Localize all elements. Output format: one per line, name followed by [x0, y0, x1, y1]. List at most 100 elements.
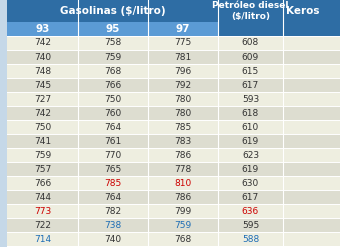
Bar: [7, 176, 78, 190]
Text: 593: 593: [242, 95, 259, 103]
Text: 785: 785: [104, 179, 122, 187]
Bar: [218, 120, 283, 134]
Bar: [78, 106, 148, 120]
Text: 759: 759: [174, 221, 192, 229]
Bar: [7, 190, 78, 204]
Bar: [7, 120, 78, 134]
Bar: [218, 148, 283, 162]
Text: 768: 768: [174, 234, 192, 244]
Bar: [218, 232, 283, 246]
Bar: [148, 148, 218, 162]
Text: 742: 742: [34, 39, 51, 47]
Bar: [218, 134, 283, 148]
Text: 796: 796: [174, 66, 192, 76]
Bar: [148, 162, 218, 176]
Text: 740: 740: [104, 234, 122, 244]
Text: 750: 750: [104, 95, 122, 103]
Text: 744: 744: [34, 192, 51, 202]
Bar: [283, 92, 340, 106]
Bar: [148, 50, 218, 64]
Bar: [78, 218, 148, 232]
Bar: [283, 50, 340, 64]
Text: 781: 781: [174, 53, 192, 62]
Bar: [283, 120, 340, 134]
Bar: [148, 176, 218, 190]
Bar: [283, 106, 340, 120]
Bar: [283, 204, 340, 218]
Bar: [148, 190, 218, 204]
Bar: [148, 120, 218, 134]
Text: 727: 727: [34, 95, 51, 103]
Bar: [218, 176, 283, 190]
Bar: [283, 0, 340, 22]
Text: 785: 785: [174, 123, 192, 131]
Text: 764: 764: [104, 192, 122, 202]
Text: 810: 810: [174, 179, 192, 187]
Text: 775: 775: [174, 39, 192, 47]
Text: 780: 780: [174, 95, 192, 103]
Text: 93: 93: [35, 24, 50, 34]
Bar: [78, 50, 148, 64]
Bar: [148, 78, 218, 92]
Bar: [7, 92, 78, 106]
Bar: [78, 148, 148, 162]
Bar: [78, 78, 148, 92]
Text: 608: 608: [242, 39, 259, 47]
Bar: [78, 134, 148, 148]
Bar: [148, 218, 218, 232]
Bar: [283, 176, 340, 190]
Text: 741: 741: [34, 137, 51, 145]
Bar: [78, 36, 148, 50]
Bar: [218, 36, 283, 50]
Bar: [78, 190, 148, 204]
Bar: [7, 36, 78, 50]
Bar: [7, 22, 78, 36]
Bar: [218, 204, 283, 218]
Bar: [7, 0, 218, 22]
Bar: [7, 50, 78, 64]
Bar: [78, 232, 148, 246]
Bar: [78, 120, 148, 134]
Bar: [78, 92, 148, 106]
Text: 588: 588: [242, 234, 259, 244]
Text: 786: 786: [174, 150, 192, 160]
Bar: [7, 162, 78, 176]
Text: 759: 759: [104, 53, 122, 62]
Bar: [283, 36, 340, 50]
Bar: [78, 22, 148, 36]
Text: 766: 766: [104, 81, 122, 89]
Text: 757: 757: [34, 165, 51, 173]
Text: 745: 745: [34, 81, 51, 89]
Text: 760: 760: [104, 108, 122, 118]
Bar: [7, 204, 78, 218]
Bar: [78, 176, 148, 190]
Bar: [283, 64, 340, 78]
Text: 610: 610: [242, 123, 259, 131]
Text: 636: 636: [242, 206, 259, 215]
Text: 618: 618: [242, 108, 259, 118]
Bar: [218, 162, 283, 176]
Bar: [7, 148, 78, 162]
Bar: [218, 218, 283, 232]
Bar: [283, 22, 340, 36]
Text: 742: 742: [34, 108, 51, 118]
Text: 97: 97: [176, 24, 190, 34]
Text: 792: 792: [174, 81, 191, 89]
Text: 764: 764: [104, 123, 122, 131]
Bar: [283, 78, 340, 92]
Text: Gasolinas ($/litro): Gasolinas ($/litro): [60, 6, 165, 16]
Bar: [148, 232, 218, 246]
Bar: [148, 106, 218, 120]
Bar: [148, 36, 218, 50]
Text: 759: 759: [34, 150, 51, 160]
Bar: [7, 232, 78, 246]
Text: 770: 770: [104, 150, 122, 160]
Text: 595: 595: [242, 221, 259, 229]
Bar: [218, 64, 283, 78]
Text: 761: 761: [104, 137, 122, 145]
Text: 799: 799: [174, 206, 192, 215]
Text: 714: 714: [34, 234, 51, 244]
Text: 623: 623: [242, 150, 259, 160]
Bar: [7, 218, 78, 232]
Bar: [283, 148, 340, 162]
